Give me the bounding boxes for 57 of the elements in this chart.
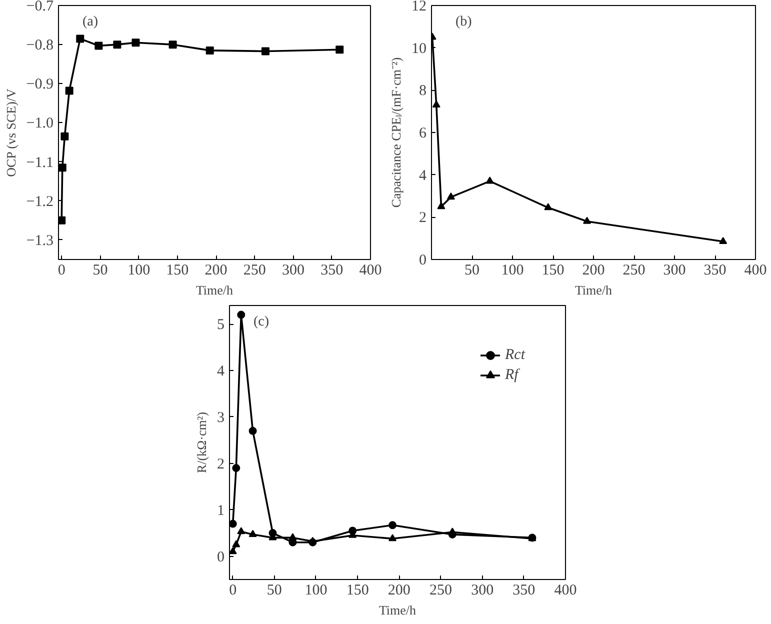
x-tick-label: 150 — [542, 262, 564, 278]
y-tick-label: 4 — [217, 364, 225, 380]
x-tick-label: 350 — [512, 582, 536, 598]
x-axis-title: Time/h — [196, 282, 234, 298]
x-tick-label: 100 — [501, 262, 524, 278]
y-tick-label: 1 — [217, 502, 224, 519]
y-tick-label: −0.7 — [26, 0, 54, 14]
y-axis-title: Capacitance CPEₗ/(mF·cm⁻²) — [388, 57, 404, 208]
text: (a) — [82, 14, 98, 30]
x-tick-label: 50 — [266, 582, 282, 598]
y-tick-label: 10 — [412, 40, 426, 57]
y-tick-label: −1.3 — [26, 232, 54, 249]
x-tick-label: 250 — [430, 582, 452, 598]
y-tick-label: −0.9 — [26, 76, 54, 93]
x-tick-label: 300 — [471, 582, 494, 598]
y-axis-title: R/(kΩ·cm²) — [194, 412, 209, 474]
x-tick-label: 0 — [58, 262, 66, 278]
y-tick-label: −1.1 — [26, 154, 54, 171]
text: (c) — [254, 314, 270, 330]
x-tick-label: 400 — [359, 262, 382, 278]
x-tick-label: 0 — [229, 582, 237, 598]
x-tick-label: 250 — [622, 262, 646, 278]
x-tick-label: 200 — [388, 582, 410, 598]
x-axis-title: Time/h — [378, 602, 417, 618]
x-axis-title: Time/h — [574, 282, 613, 298]
y-tick-label: 0 — [217, 549, 224, 566]
x-tick-label: 150 — [166, 262, 189, 278]
y-tick-label: −1.0 — [26, 116, 54, 132]
y-tick-label: −0.8 — [26, 38, 54, 54]
x-tick-label: 100 — [304, 582, 328, 598]
x-tick-label: 400 — [744, 262, 767, 278]
y-tick-label: 0 — [419, 252, 426, 268]
y-tick-label: 4 — [419, 168, 427, 184]
x-tick-label: 400 — [554, 582, 577, 598]
x-tick-label: 150 — [346, 582, 369, 598]
x-tick-label: 200 — [582, 262, 605, 278]
x-tick-label: 350 — [320, 262, 344, 278]
y-tick-label: −1.2 — [26, 194, 54, 210]
x-tick-label: 50 — [92, 262, 108, 278]
x-tick-label: 250 — [243, 262, 266, 278]
y-tick-label: 3 — [217, 410, 224, 426]
x-tick-label: 100 — [128, 262, 150, 278]
y-axis-title: OCP (vs SCE)/V — [3, 88, 18, 177]
y-tick-label: 6 — [419, 126, 427, 142]
y-tick-label: 5 — [217, 317, 224, 334]
x-tick-label: 300 — [663, 262, 686, 278]
x-tick-label: 300 — [282, 262, 305, 278]
x-tick-label: 50 — [464, 262, 480, 278]
y-tick-label: 12 — [412, 0, 426, 14]
y-tick-label: 2 — [419, 210, 426, 226]
y-tick-label: 2 — [217, 456, 224, 472]
x-tick-label: 200 — [204, 262, 228, 278]
legend-label: Rf — [505, 366, 521, 384]
x-tick-label: 350 — [704, 262, 726, 278]
y-tick-label: 8 — [419, 83, 426, 100]
text: (b) — [456, 14, 472, 30]
legend-label: Rct — [505, 346, 525, 364]
